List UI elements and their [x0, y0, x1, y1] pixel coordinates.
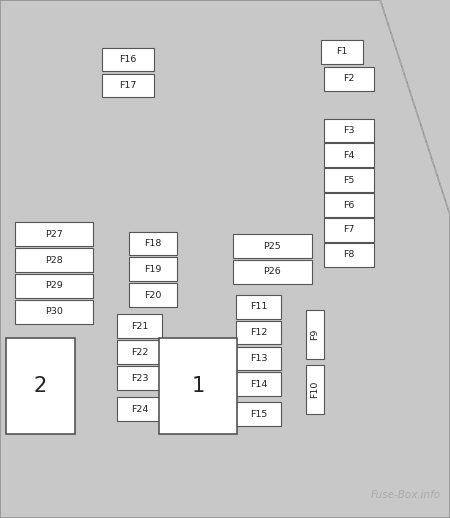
- Text: F15: F15: [250, 410, 267, 419]
- Text: F17: F17: [120, 81, 137, 90]
- Bar: [324, 119, 374, 142]
- Bar: [14, 222, 94, 246]
- Bar: [5, 338, 75, 434]
- Bar: [324, 143, 374, 167]
- Bar: [14, 274, 94, 298]
- Bar: [159, 338, 238, 434]
- Bar: [130, 283, 177, 307]
- Text: F4: F4: [343, 151, 355, 160]
- Text: F9: F9: [310, 328, 320, 340]
- Text: Fuse-Box.info: Fuse-Box.info: [371, 490, 441, 500]
- Text: F10: F10: [310, 381, 320, 398]
- Text: P28: P28: [45, 255, 63, 265]
- Text: F14: F14: [250, 380, 267, 389]
- Bar: [117, 340, 162, 364]
- Bar: [306, 365, 324, 414]
- Bar: [324, 168, 374, 192]
- Text: F2: F2: [343, 74, 355, 83]
- Bar: [117, 366, 162, 390]
- Text: P25: P25: [263, 241, 281, 251]
- Bar: [236, 402, 281, 426]
- Text: F18: F18: [144, 239, 162, 248]
- Text: F11: F11: [250, 302, 267, 311]
- Text: F8: F8: [343, 250, 355, 260]
- Text: F21: F21: [131, 322, 148, 331]
- Bar: [236, 321, 281, 344]
- Bar: [236, 295, 281, 319]
- Text: F6: F6: [343, 200, 355, 210]
- Bar: [14, 300, 94, 324]
- Bar: [130, 257, 177, 281]
- Bar: [130, 232, 177, 255]
- Text: F19: F19: [144, 265, 162, 274]
- Text: F13: F13: [250, 354, 267, 363]
- Bar: [236, 347, 281, 370]
- Text: F24: F24: [131, 405, 148, 414]
- Text: F16: F16: [120, 55, 137, 64]
- Bar: [324, 67, 374, 91]
- Text: P27: P27: [45, 229, 63, 239]
- Text: F1: F1: [336, 47, 348, 56]
- Text: F12: F12: [250, 328, 267, 337]
- Bar: [14, 248, 94, 272]
- Bar: [233, 234, 311, 258]
- Bar: [236, 372, 281, 396]
- Text: P26: P26: [263, 267, 281, 277]
- Text: F20: F20: [144, 291, 162, 300]
- Text: F5: F5: [343, 176, 355, 185]
- Text: F7: F7: [343, 225, 355, 235]
- Bar: [117, 397, 162, 421]
- Bar: [233, 260, 311, 284]
- Bar: [102, 74, 154, 97]
- Bar: [306, 310, 324, 358]
- Bar: [324, 193, 374, 217]
- Bar: [324, 243, 374, 267]
- Bar: [117, 314, 162, 338]
- Text: P29: P29: [45, 281, 63, 291]
- Text: F23: F23: [131, 373, 148, 383]
- Bar: [102, 48, 154, 71]
- Bar: [324, 218, 374, 242]
- Text: 2: 2: [34, 376, 47, 396]
- Text: F22: F22: [131, 348, 148, 357]
- Text: 1: 1: [191, 376, 205, 396]
- Text: P30: P30: [45, 307, 63, 316]
- Bar: [320, 40, 364, 64]
- Text: F3: F3: [343, 126, 355, 135]
